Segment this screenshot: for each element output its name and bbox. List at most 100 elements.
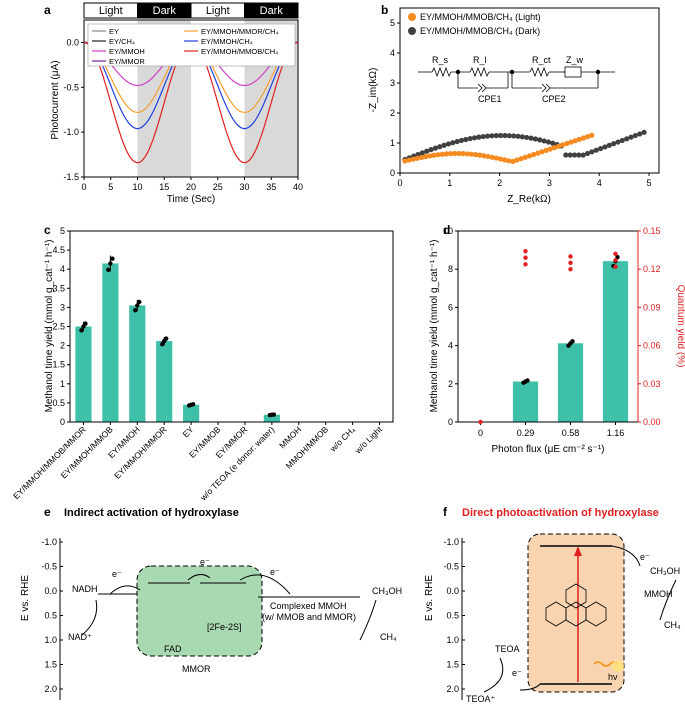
e-nadh: NADH [72,584,98,594]
e-ch3oh: CH₃OH [372,586,402,596]
b-dark-point-46 [602,144,608,150]
band-label-2: Light [206,5,230,17]
panel-d-bars [512,254,629,422]
b-dark-point-45 [597,145,604,152]
d-y2tick-label-1: 0.03 [643,379,661,389]
circuit-rs-label: R_s [432,55,449,65]
b-dark-point-41 [580,152,586,158]
panel-e: e Indirect activation of hydroxylase -1.… [20,505,402,700]
d-qy-point-2-1 [568,260,573,266]
c-ytick-label-0: 0 [60,417,65,427]
b-dark-point-34 [550,140,556,146]
b-light-point-8 [435,152,441,158]
panel-c-letter: c [44,223,51,237]
b-light-point-19 [481,153,487,159]
b-light-point-27 [514,157,520,163]
b-light-point-33 [539,149,545,155]
a-legend-label-5: EY/MMOH/CH₄ [201,37,253,46]
panel-b: b 0 1 2 3 4 5 0 1 2 3 4 5 EY/MMOH/MMOB/CH₄ (Light) … [368,3,660,205]
c-dot-1-2 [110,256,115,261]
c-dot-0-2 [83,321,88,326]
d-y2tick-label-3: 0.09 [643,302,661,312]
b-light-point-12 [452,150,458,157]
d-dot-3-2 [615,254,620,260]
c-xtick-label-4: EY [180,424,195,439]
b-light-point-17 [472,152,479,158]
b-dark-point-9 [441,142,447,148]
f-ch3oh: CH₃OH [650,566,680,576]
panel-a-letter: a [44,3,51,17]
c-xtick-label-11: w/o Light [352,424,384,456]
a-legend-label-3: EY/MMOR [109,57,145,66]
b-light-point-11 [448,151,454,157]
b-light-point-24 [501,157,508,163]
b-dark-point-20 [489,133,495,139]
band-header-3 [244,2,299,19]
c-ytick-label-3: 1.5 [52,360,65,370]
b-dark-point-32 [541,138,547,144]
c-bar-1 [102,263,119,422]
d-qy-point-3-2 [613,251,618,257]
c-bar-7 [263,414,280,422]
b-ytick-label-1: 1 [390,138,395,148]
b-light-point-6 [427,153,433,159]
d-y2tick-label-5: 0.15 [643,226,661,236]
c-dot-1-0 [106,267,111,273]
d-xtick-label-0: 0 [478,428,483,438]
b-dark-point-40 [576,152,582,158]
b-light-point-3 [414,155,421,161]
circuit-cpe2-label: CPE2 [542,94,566,104]
circuit-r1-label: R_l [473,55,487,65]
b-light-point-14 [460,151,466,157]
c-ytick-label-8: 4 [60,264,65,274]
b-ytick-label-0: 0 [390,168,395,178]
panel-b-legend: EY/MMOH/MMOB/CH₄ (Light) EY/MMOH/MMOB/CH… [408,12,541,36]
b-xtick-label-0: 0 [397,178,402,188]
d-bar-3 [602,261,629,422]
d-ytick-label-5: 10 [443,226,453,236]
e-nad: NAD⁺ [68,632,92,642]
b-light-point-1 [406,157,412,163]
panel-d: d 0 2 4 6 8 10 0.00 0.03 0.06 0.09 0.12 0.15 0 0.29 0.… [429,223,685,455]
panel-b-xlabel: Z_Re(kΩ) [507,194,551,205]
b-dark-point-50 [619,137,625,144]
panel-e-ylabel: E vs. RHE [20,575,31,621]
panel-c: c 00.511.522.533.544.55EY/MMOH/MMOB/MMOR… [11,223,394,503]
panel-d-ylabel: Methanol time yield (mmol g_cat⁻¹ h⁻¹) [429,240,440,413]
b-dark-point-37 [563,152,569,158]
b-dark-point-33 [545,139,552,145]
c-bar-4 [183,404,200,422]
c-bar-3 [156,341,173,422]
panel-a-ylabel: Photocurrent (μA) [50,60,61,139]
panel-e-letter: e [44,505,51,519]
b-dark-point-10 [445,141,452,147]
d-xtick-label-2: 0.58 [562,428,580,438]
b-light-point-20 [485,153,491,160]
circuit-cpe1-label: CPE1 [478,94,502,104]
d-bar-1 [512,381,539,422]
b-dark-point-17 [476,134,482,140]
a-legend-label-0: EY [109,27,119,36]
circuit-rct-label: R_ct [532,55,551,65]
b-light-point-41 [572,138,578,144]
e-complexed-2: (w/ MMOB and MMOR) [262,612,356,622]
d-ytick-label-3: 6 [448,302,453,312]
e-ch4: CH₄ [380,632,397,642]
a-xtick-label-6: 30 [239,182,249,192]
b-dark-point-48 [611,141,617,147]
b-dark-point-51 [624,136,630,142]
legend-dark-label: EY/MMOH/MMOB/CH₄ (Dark) [420,26,540,36]
f-ch4-arrow [659,579,677,621]
mmor-box [136,565,263,657]
a-ytick-label-1: -0.5 [63,82,79,92]
a-xtick-label-4: 20 [186,182,196,192]
panel-f-ticks: -1.0 -0.5 0.0 0.5 1.0 1.5 2.0 [443,537,465,694]
b-light-point-29 [522,154,528,160]
c-xtick-label-8: MMOH [277,424,303,450]
band-label-1: Dark [153,5,177,17]
c-ytick-label-1: 0.5 [52,398,65,408]
b-dark-point-43 [589,149,595,155]
c-dot-1-1 [108,261,113,266]
panel-a-legend: EYEY/CH₄EY/MMOHEY/MMOREY/MMOH/MMOR/CH₄EY… [87,23,296,67]
d-y2tick-label-2: 0.06 [643,341,661,351]
